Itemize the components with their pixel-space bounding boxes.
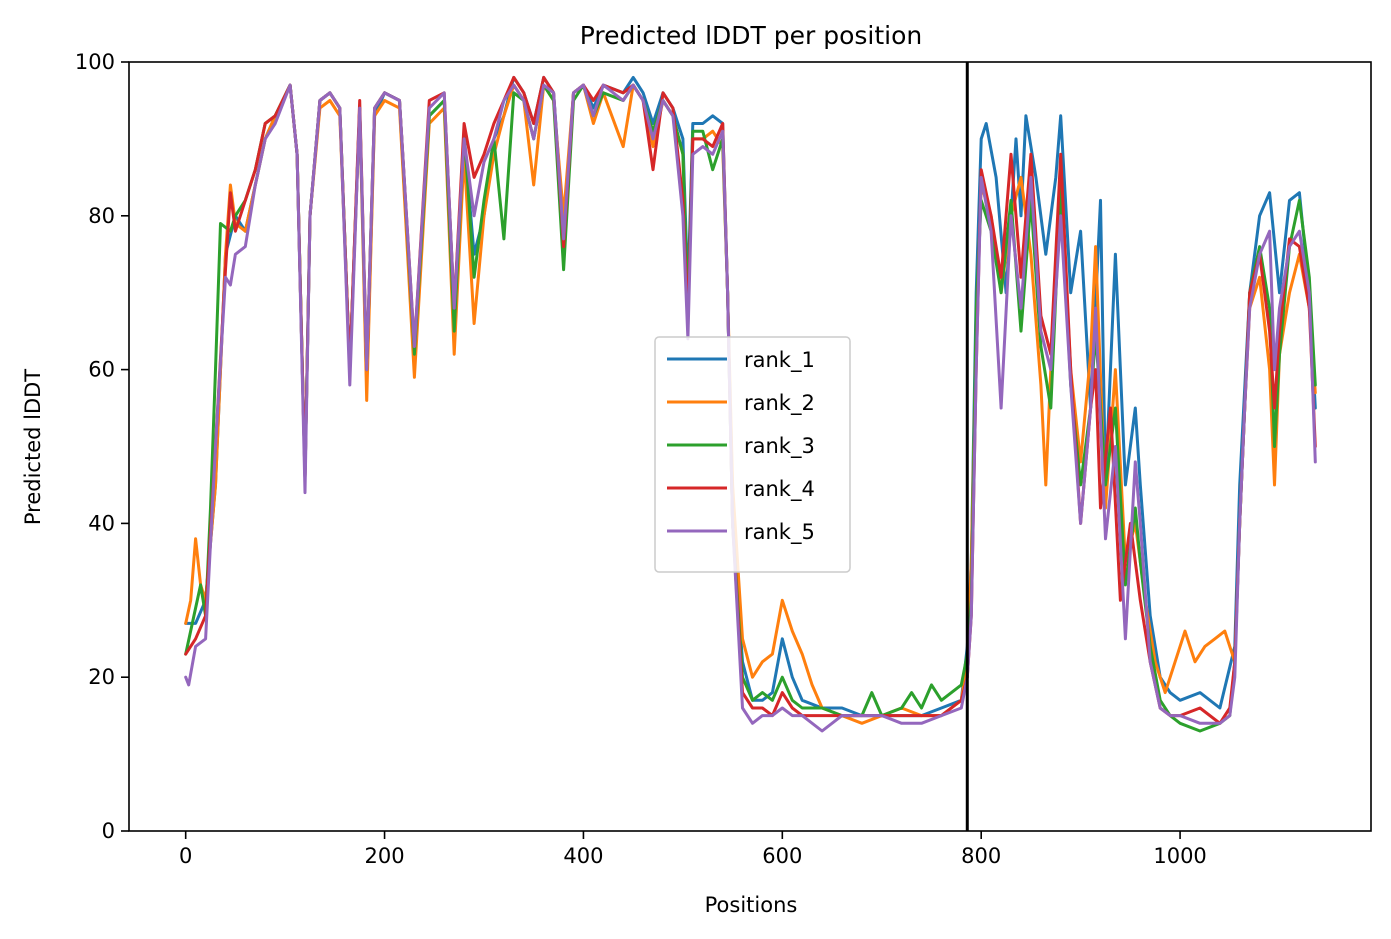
legend-label-rank-2: rank_2 xyxy=(744,391,815,416)
y-tick-label: 0 xyxy=(102,819,115,843)
legend: rank_1 rank_2 rank_3 rank_4 rank_5 xyxy=(654,336,851,573)
y-tick-label: 40 xyxy=(88,511,115,535)
x-tick-label: 1000 xyxy=(1153,844,1206,868)
series-line-rank-5 xyxy=(184,83,1317,733)
y-tick-label: 100 xyxy=(75,50,115,74)
y-axis: 0 20 40 60 80 100 xyxy=(75,50,129,843)
y-tick-label: 80 xyxy=(88,204,115,228)
x-tick-label: 600 xyxy=(762,844,802,868)
x-tick-label: 400 xyxy=(563,844,603,868)
legend-label-rank-3: rank_3 xyxy=(744,434,815,459)
x-axis-title: Positions xyxy=(705,893,798,917)
x-axis: 0 200 400 600 800 1000 xyxy=(179,831,1207,868)
y-tick-label: 20 xyxy=(88,665,115,689)
y-tick-label: 60 xyxy=(88,358,115,382)
legend-box xyxy=(654,336,851,573)
y-axis-title: Predicted lDDT xyxy=(21,369,45,525)
legend-label-rank-4: rank_4 xyxy=(744,477,815,502)
x-tick-label: 800 xyxy=(961,844,1001,868)
plot-frame xyxy=(128,61,1372,832)
x-tick-label: 200 xyxy=(365,844,405,868)
legend-label-rank-1: rank_1 xyxy=(744,348,815,373)
chart-title: Predicted lDDT per position xyxy=(580,21,922,50)
legend-label-rank-5: rank_5 xyxy=(744,520,815,545)
x-tick-label: 0 xyxy=(179,844,192,868)
